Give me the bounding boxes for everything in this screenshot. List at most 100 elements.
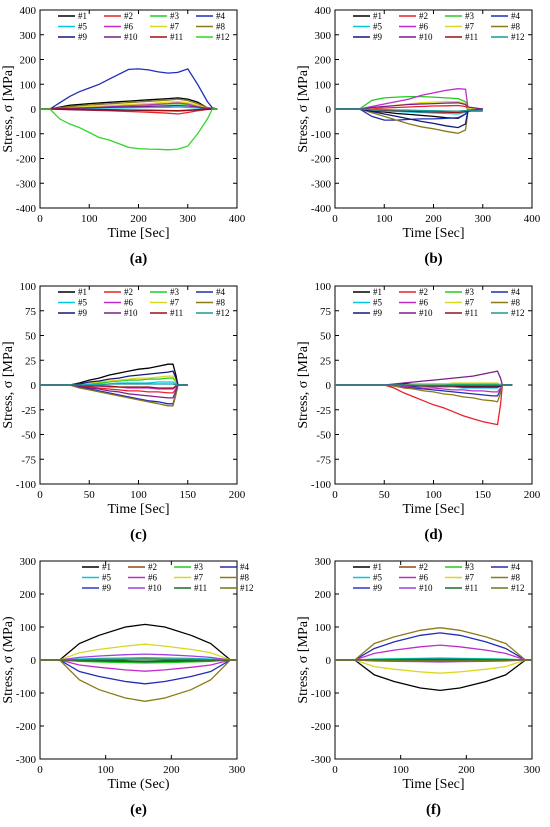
series-group [335,88,483,134]
legend-label: #7 [170,22,180,32]
y-tick-label: -300 [16,754,37,766]
y-tick-label: 100 [315,79,332,91]
y-tick-label: -50 [21,430,36,442]
chart-panel-a: 0 100 200 300 400 -400 -300 -200 -100 0 100 200 300 4… [1,5,246,267]
series-line-12 [335,108,483,112]
y-tick-label: 25 [320,355,332,367]
y-tick-label: 300 [315,30,332,42]
series-line-10 [335,370,513,386]
legend-label: #11 [170,32,183,42]
legend-label: #5 [78,298,88,308]
legend-label: #10 [124,308,138,318]
legend-label: #2 [419,11,428,21]
legend: #1 #2 #3 #4 #5 #6 #7 #8 #9 #10 #11 #12 [58,287,230,318]
series-group [40,363,188,407]
x-tick-label: 50 [84,489,96,501]
y-tick-label: -100 [311,688,332,700]
y-tick-label: -100 [16,479,37,491]
legend-label: #3 [170,11,180,21]
legend-label: #2 [148,562,157,572]
legend-label: #7 [194,573,204,583]
legend-label: #1 [78,287,87,297]
legend-label: #6 [419,298,429,308]
x-tick-label: 300 [180,213,197,225]
panel-caption: (b) [424,251,442,267]
series-group [335,627,532,692]
x-tick-label: 300 [229,764,246,776]
legend-label: #6 [148,573,158,583]
legend-label: #12 [216,32,230,42]
series-line-6 [40,659,237,672]
y-tick-label: 0 [326,104,332,116]
x-tick-label: 150 [475,489,492,501]
legend: #1 #2 #3 #4 #5 #6 #7 #8 #9 #10 #11 #12 [353,11,525,42]
legend-label: #5 [102,573,112,583]
x-tick-label: 100 [130,489,147,501]
x-tick-label: 100 [81,213,98,225]
chart-panel-b: 0 100 200 300 400 -400 -300 -200 -100 0 100 200 300 4… [296,5,541,267]
legend-label: #9 [78,32,88,42]
chart-panel-c: 0 50 100 150 200-100-75-50-250255075100Time … [1,281,246,543]
x-axis-title: Time [Sec] [107,502,169,517]
x-tick-label: 400 [524,213,541,225]
legend-label: #1 [373,562,382,572]
series-line-4 [335,108,483,121]
series-line-8 [335,108,483,134]
legend-label: #2 [124,11,133,21]
legend-label: #4 [511,287,521,297]
series-line-7 [335,659,532,674]
y-tick-label: -300 [311,754,332,766]
panel-caption: (d) [424,527,442,543]
legend-label: #8 [511,298,521,308]
legend-label: #10 [419,32,433,42]
legend-label: #12 [216,308,230,318]
x-tick-label: 0 [332,764,338,776]
y-axis-title: Stress, σ [MPa] [1,65,16,152]
chart-panel-d: 0 50 100 150 200-100-75-50-250255075100Time … [296,281,541,543]
legend-label: #9 [373,308,383,318]
y-tick-label: -200 [16,154,37,166]
x-tick-label: 0 [37,213,43,225]
x-tick-label: 200 [229,489,246,501]
legend-label: #5 [373,22,383,32]
x-tick-label: 200 [130,213,147,225]
legend-label: #8 [511,22,521,32]
legend-label: #4 [216,11,226,21]
legend-label: #11 [194,583,207,593]
series-line-10 [40,384,188,399]
y-tick-label: 100 [315,622,332,634]
x-tick-label: 50 [379,489,391,501]
y-tick-label: -25 [21,405,36,417]
series-line-9 [335,108,483,129]
x-tick-label: 200 [524,489,541,501]
legend-label: #10 [148,583,162,593]
legend-label: #2 [419,562,428,572]
y-tick-label: -100 [311,479,332,491]
y-tick-label: -400 [311,203,332,215]
y-tick-label: 100 [20,79,37,91]
legend-label: #11 [465,583,478,593]
y-axis-title: Stress, σ [MPa] [296,65,311,152]
x-tick-label: 300 [475,213,492,225]
y-tick-label: -75 [316,454,331,466]
x-tick-label: 300 [524,764,541,776]
y-tick-label: 400 [20,5,37,17]
x-tick-label: 0 [332,213,338,225]
legend-label: #3 [465,11,475,21]
legend-label: #7 [170,298,180,308]
y-axis-title: Stress, σ [MPa] [296,341,311,428]
y-tick-label: 100 [20,281,37,293]
y-axis-title: Stress, σ [MPa] [296,616,311,703]
series-line-1 [40,623,237,661]
y-tick-label: 75 [25,306,37,318]
legend-label: #4 [216,287,226,297]
y-tick-label: 400 [315,5,332,17]
legend-label: #10 [419,308,433,318]
y-tick-label: 25 [25,355,37,367]
series-line-10 [335,102,483,110]
legend-label: #6 [419,573,429,583]
legend-label: #12 [240,583,254,593]
legend-label: #12 [511,32,525,42]
legend-label: #8 [216,22,226,32]
x-tick-label: 400 [229,213,246,225]
